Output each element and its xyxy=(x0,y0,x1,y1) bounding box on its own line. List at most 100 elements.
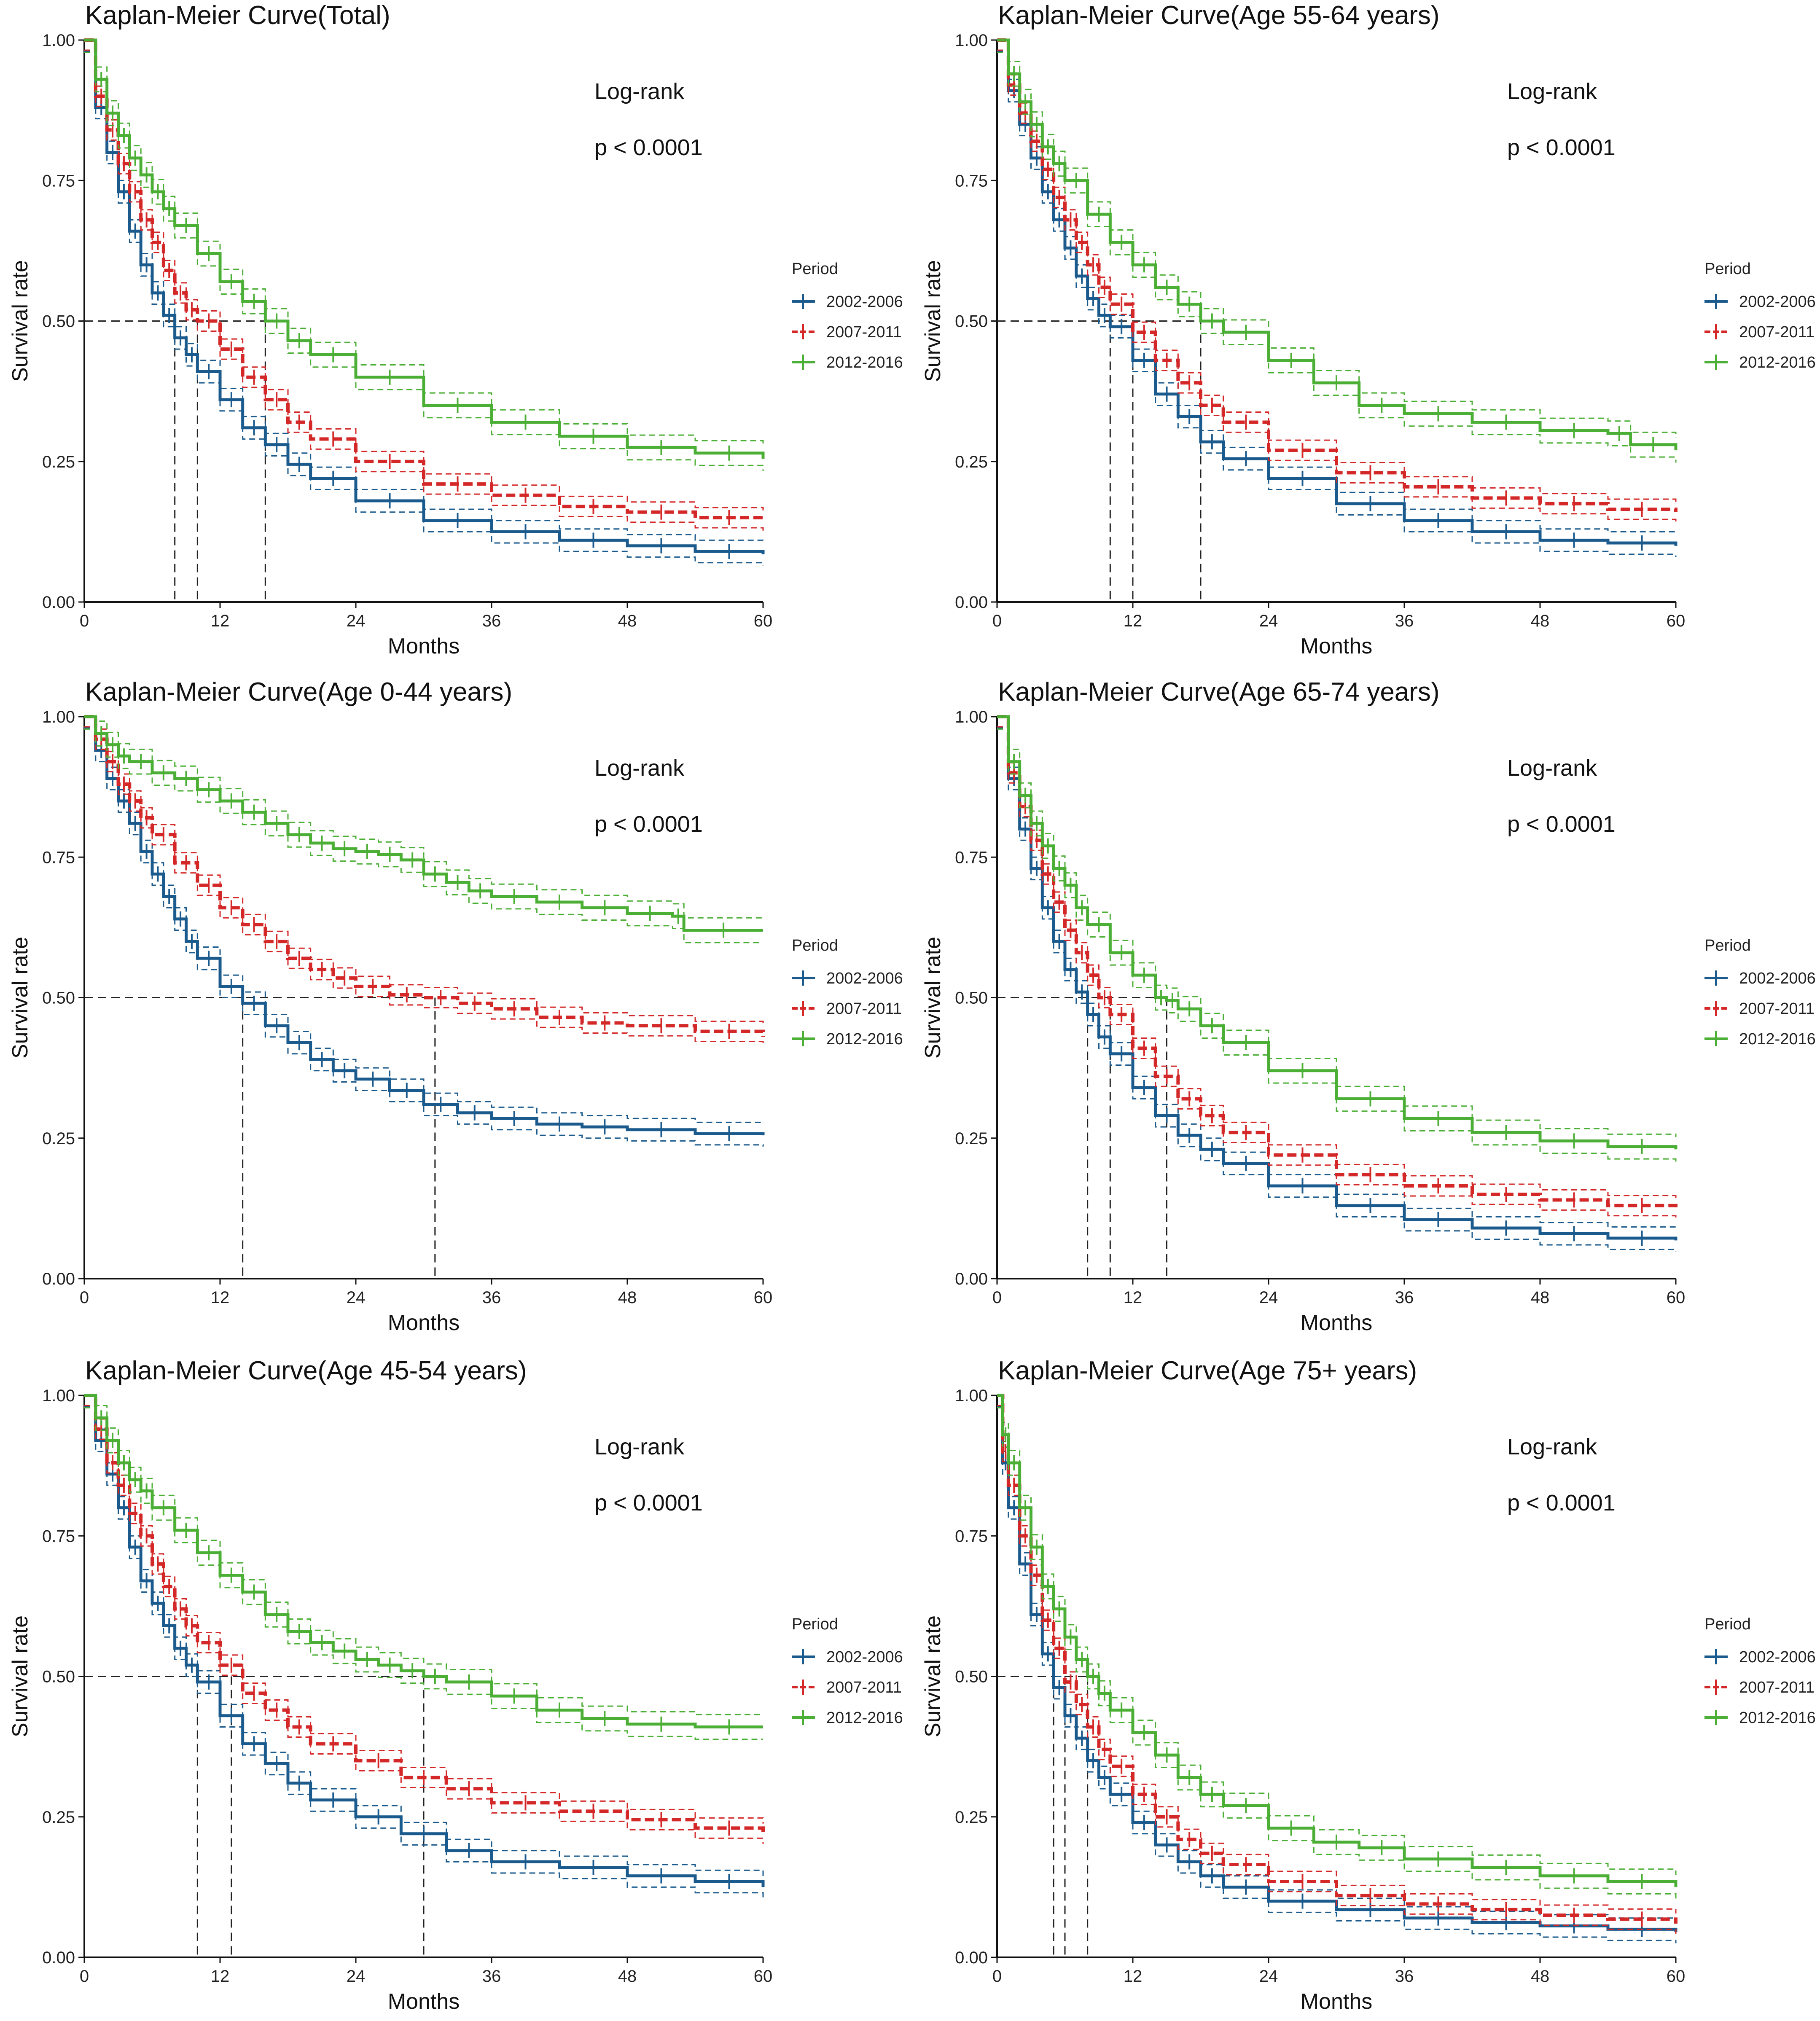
x-tick-label: 12 xyxy=(211,1288,230,1307)
legend-label-2007-2011: 2007-2011 xyxy=(826,1000,902,1018)
logrank-label: Log-rank xyxy=(1507,1434,1597,1459)
ci-lower-line xyxy=(84,49,764,531)
y-tick-label: 1.00 xyxy=(42,31,75,50)
ci-lower-line xyxy=(84,51,764,566)
y-tick-label: 0.50 xyxy=(42,989,75,1008)
x-tick-label: 48 xyxy=(1531,1967,1550,1986)
survival-curve-line xyxy=(84,715,765,1136)
y-tick-label: 1.00 xyxy=(955,1387,988,1405)
series-2002-2006 xyxy=(84,715,765,1147)
km-panel-6: Kaplan-Meier Curve(Age 75+ years) 0.00 0.2… xyxy=(921,1356,1816,2014)
x-tick-label: 60 xyxy=(1667,1288,1686,1307)
legend-label-2002-2006: 2002-2006 xyxy=(1739,293,1816,311)
legend-label-2012-2016: 2012-2016 xyxy=(1739,354,1816,371)
ci-lower-line xyxy=(84,728,763,943)
x-tick-label: 36 xyxy=(1395,1288,1414,1307)
survival-curve-line xyxy=(997,1394,1678,1924)
chart-title: Kaplan-Meier Curve(Age 0-44 years) xyxy=(85,677,512,707)
survival-curve-line xyxy=(84,715,765,1037)
legend-label-2002-2006: 2002-2006 xyxy=(826,1648,903,1666)
y-tick-label: 0.25 xyxy=(955,1129,988,1148)
km-panel-4: Kaplan-Meier Curve(Age 65-74 years)0.000… xyxy=(921,677,1816,1335)
km-panel-5: Kaplan-Meier Curve(Age 45-54 years) 0.00 0… xyxy=(8,1356,903,2014)
x-tick-label: 36 xyxy=(482,1288,501,1307)
median-reference-lines xyxy=(84,997,436,1279)
legend-title: Period xyxy=(1704,1615,1751,1633)
y-tick-label: 0.75 xyxy=(42,1527,75,1545)
y-tick-label: 0.00 xyxy=(955,1948,988,1967)
survival-curve-line xyxy=(997,38,1678,512)
x-tick-label: 24 xyxy=(347,1967,366,1986)
legend-label-2007-2011: 2007-2011 xyxy=(826,1679,902,1696)
logrank-label: Log-rank xyxy=(594,79,685,104)
x-tick-label: 0 xyxy=(80,1288,89,1307)
series-2007-2011 xyxy=(997,38,1678,522)
x-tick-label: 48 xyxy=(1531,1288,1550,1307)
ci-upper-line xyxy=(997,1395,1677,1875)
y-tick-label: 0.50 xyxy=(955,1668,988,1686)
y-tick-label: 0.25 xyxy=(42,453,75,471)
survival-curve-line xyxy=(997,1394,1678,1887)
ci-lower-line xyxy=(84,1407,763,1740)
y-axis-label: Survival rate xyxy=(8,1615,32,1737)
y-tick-label: 0.75 xyxy=(955,1527,988,1545)
x-tick-label: 0 xyxy=(992,1288,1002,1307)
x-tick-label: 36 xyxy=(482,1967,501,1986)
series-2007-2011 xyxy=(84,38,765,531)
legend-title: Period xyxy=(1704,937,1751,954)
x-tick-label: 48 xyxy=(1531,612,1550,630)
y-tick-label: 0.50 xyxy=(42,312,75,331)
legend-label-2002-2006: 2002-2006 xyxy=(1739,970,1816,987)
x-tick-label: 24 xyxy=(347,1288,366,1307)
y-tick-label: 1.00 xyxy=(955,31,988,50)
ci-lower-line xyxy=(84,726,764,1047)
series-2012-2016 xyxy=(997,715,1678,1162)
y-tick-label: 0.00 xyxy=(955,1270,988,1288)
legend: Period 2002-2006 2007-2011 2012-2016 xyxy=(1704,1615,1816,1727)
median-reference-lines xyxy=(997,1676,1089,1957)
series-2002-2006 xyxy=(84,1394,765,1899)
p-value-label: p < 0.0001 xyxy=(1507,135,1616,160)
y-tick-label: 0.25 xyxy=(42,1129,75,1148)
km-panel-2: Kaplan-Meier Curve(Age 55-64 years)0.000… xyxy=(921,1,1816,658)
y-axis-label: Survival rate xyxy=(921,937,945,1059)
survival-curve-line xyxy=(84,1394,765,1834)
survival-curve-line xyxy=(84,38,765,554)
ci-lower-line xyxy=(997,1407,1677,1900)
ci-upper-line xyxy=(84,39,764,511)
legend: Period 2002-2006 2007-2011 2012-2016 xyxy=(1704,260,1816,371)
x-tick-label: 12 xyxy=(211,1967,230,1986)
median-reference-lines xyxy=(997,320,1202,602)
y-axis-label: Survival rate xyxy=(8,260,32,382)
km-panel-1: Kaplan-Meier Curve(Total) 0.00 0.25 0.50 0.7… xyxy=(8,1,903,658)
x-axis-label: Months xyxy=(388,634,460,658)
y-tick-label: 0.50 xyxy=(955,989,988,1008)
chart-title: Kaplan-Meier Curve(Age 65-74 years) xyxy=(998,677,1440,707)
ci-upper-line xyxy=(997,716,1677,1229)
ci-lower-line xyxy=(997,727,1677,1252)
legend-label-2012-2016: 2012-2016 xyxy=(826,1709,903,1727)
legend-label-2007-2011: 2007-2011 xyxy=(826,323,902,341)
x-tick-label: 24 xyxy=(1259,1288,1278,1307)
x-tick-label: 48 xyxy=(618,1288,637,1307)
p-value-label: p < 0.0001 xyxy=(594,1490,703,1516)
series-2007-2011 xyxy=(997,1394,1678,1934)
legend-title: Period xyxy=(1704,260,1751,278)
x-tick-label: 0 xyxy=(992,612,1002,630)
x-tick-label: 0 xyxy=(80,1967,89,1986)
legend-label-2002-2006: 2002-2006 xyxy=(826,293,903,311)
series-2012-2016 xyxy=(84,38,765,471)
x-tick-label: 36 xyxy=(482,612,501,630)
series-2002-2006 xyxy=(997,38,1678,557)
series-2007-2011 xyxy=(84,1394,765,1844)
survival-curve-line xyxy=(997,715,1678,1150)
survival-curve-line xyxy=(997,715,1678,1241)
y-axis-label: Survival rate xyxy=(921,1615,945,1737)
survival-curve-line xyxy=(84,38,765,459)
ci-upper-line xyxy=(84,1395,763,1715)
logrank-label: Log-rank xyxy=(594,1434,685,1459)
legend: Period 2002-2006 2007-2011 2012-2016 xyxy=(1704,937,1816,1048)
y-tick-label: 1.00 xyxy=(955,708,988,726)
x-tick-label: 0 xyxy=(80,612,89,630)
series-2012-2016 xyxy=(84,1394,763,1740)
